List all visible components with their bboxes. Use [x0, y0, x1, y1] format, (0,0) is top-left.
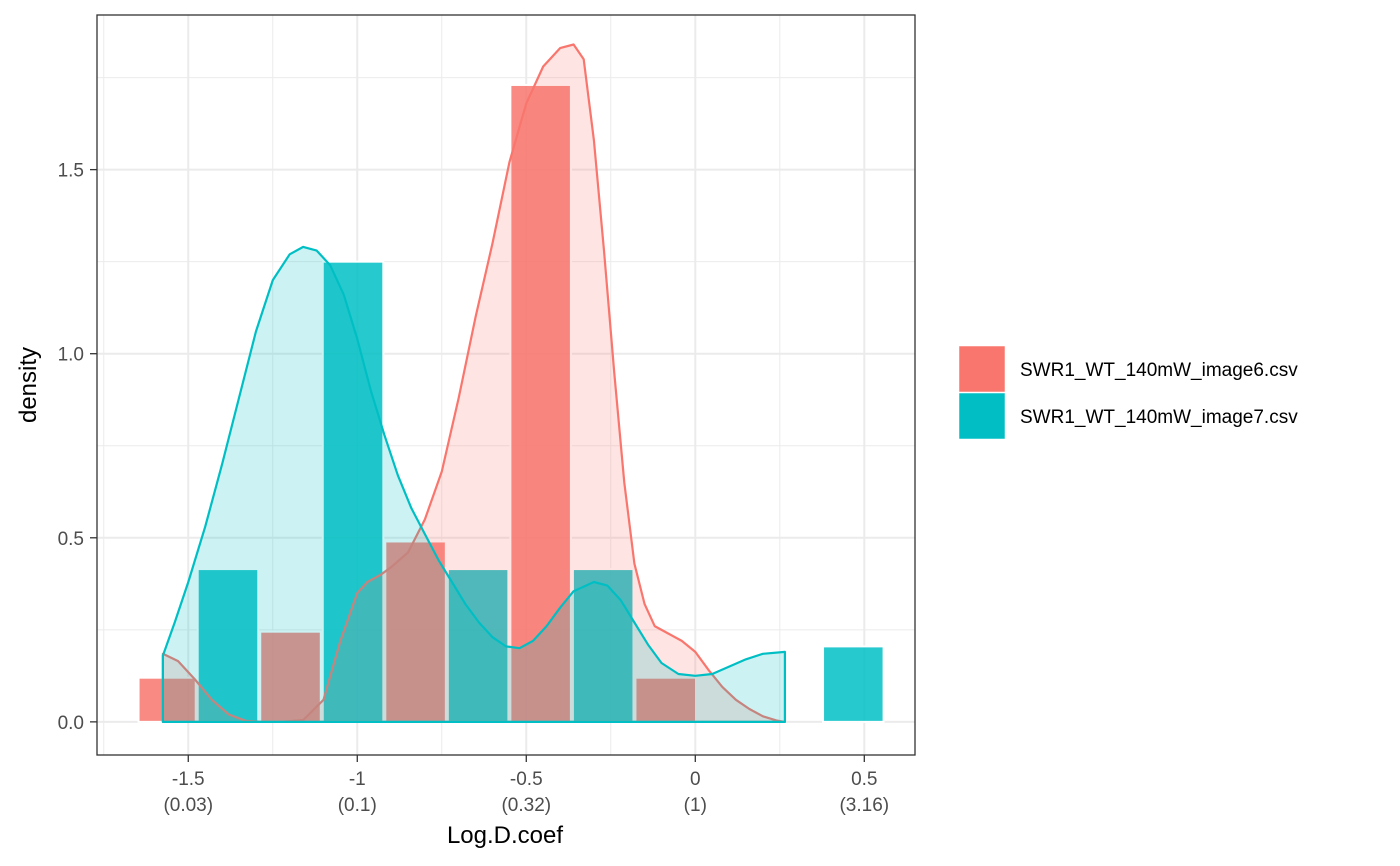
histogram-bar — [509, 83, 572, 723]
histogram-bar — [822, 645, 885, 723]
histogram-layer — [137, 83, 885, 723]
histogram-bar — [446, 568, 510, 723]
x-tick-label: -1 — [349, 769, 366, 790]
legend-key-outline — [959, 346, 1005, 392]
x-tick-sublabel: (1) — [684, 795, 707, 816]
density-layer — [161, 43, 786, 723]
panel-frame — [96, 14, 916, 756]
x-tick-sublabel: (0.03) — [163, 795, 213, 816]
y-axis-title: density — [15, 347, 42, 423]
axis-layer: -1.5 (0.03) -1 (0.1) -0.5 (0.32) 0 (1) 0.5 (3.16)… — [58, 161, 890, 816]
x-tick-label: 0.5 — [851, 769, 877, 790]
y-tick-label: 0.5 — [58, 529, 84, 550]
y-tick-label: 1.0 — [58, 345, 84, 366]
panel-border — [96, 14, 916, 756]
y-tick-label: 0.0 — [58, 713, 84, 734]
y-tick-label: 1.5 — [58, 161, 84, 182]
x-tick-label: -0.5 — [510, 769, 543, 790]
x-tick-label: 0 — [690, 769, 701, 790]
legend-key-outline — [959, 393, 1005, 439]
histogram-bar — [321, 260, 385, 723]
x-tick-label: -1.5 — [172, 769, 205, 790]
x-tick-sublabel: (0.1) — [338, 795, 377, 816]
histogram-bar — [384, 540, 447, 723]
density-curve — [161, 245, 786, 723]
histogram-bar — [634, 676, 697, 723]
x-tick-sublabel: (0.32) — [501, 795, 551, 816]
histogram-bar — [259, 630, 322, 723]
legend: SWR1_WT_140mW_image6.csv SWR1_WT_140mW_im… — [959, 346, 1298, 439]
x-axis-title: Log.D.coef — [447, 822, 563, 849]
histogram-bar — [137, 676, 197, 723]
legend-label: SWR1_WT_140mW_image7.csv — [1020, 407, 1298, 428]
legend-label: SWR1_WT_140mW_image6.csv — [1020, 360, 1298, 381]
x-tick-sublabel: (3.16) — [839, 795, 889, 816]
